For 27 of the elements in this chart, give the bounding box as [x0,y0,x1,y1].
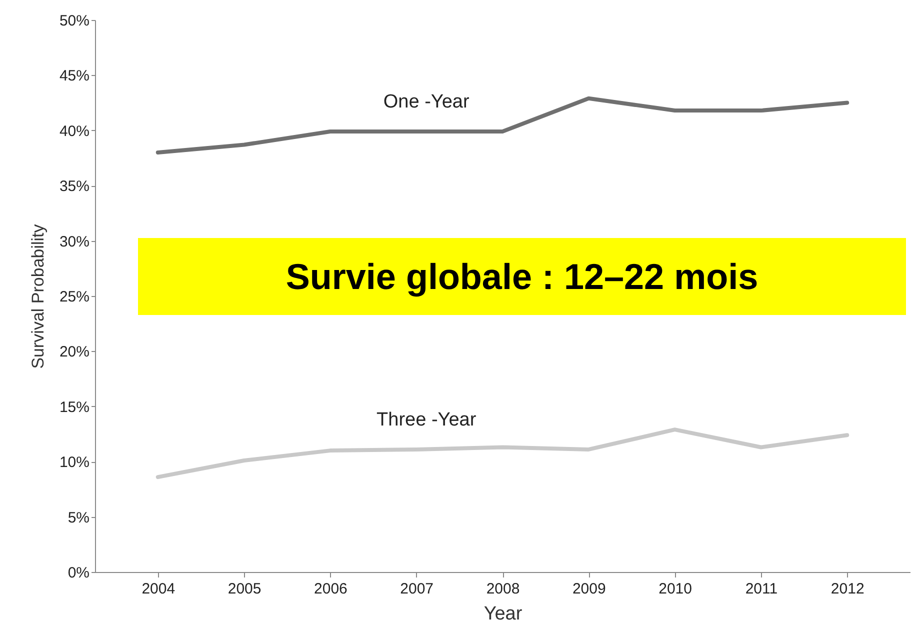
x-tick-label: 2012 [830,580,864,598]
y-tick-label: 20% [59,344,90,361]
x-tick-label: 2004 [142,580,176,598]
x-tick-label: 2010 [658,580,692,598]
y-tick-label: 10% [59,454,90,472]
y-tick-label: 15% [59,398,90,416]
x-tick-label: 2008 [486,580,520,598]
y-axis-title: Survival Probability [28,224,48,369]
x-axis-title: Year [484,604,523,624]
y-tick-label: 45% [59,68,90,85]
series-label: Three -Year [376,409,477,430]
y-tick-label: 50% [59,12,90,30]
x-tick-label: 2006 [314,580,348,598]
y-tick-label: 30% [59,233,90,250]
x-tick-label: 2007 [400,580,434,598]
line-series [156,96,850,154]
y-tick-label: 35% [59,178,90,196]
text-box: Survie globale : 12–22 mois [138,238,906,315]
y-tick-label: 40% [59,122,90,140]
y-tick-label: 0% [68,564,90,582]
x-tick-label: 2011 [745,580,778,598]
y-tick-label: 25% [59,288,90,306]
y-tick-label: 5% [68,509,90,526]
line-series [156,428,850,480]
x-tick-label: 2009 [572,580,606,598]
series-label: One -Year [383,92,470,113]
x-tick-label: 2005 [228,580,262,598]
